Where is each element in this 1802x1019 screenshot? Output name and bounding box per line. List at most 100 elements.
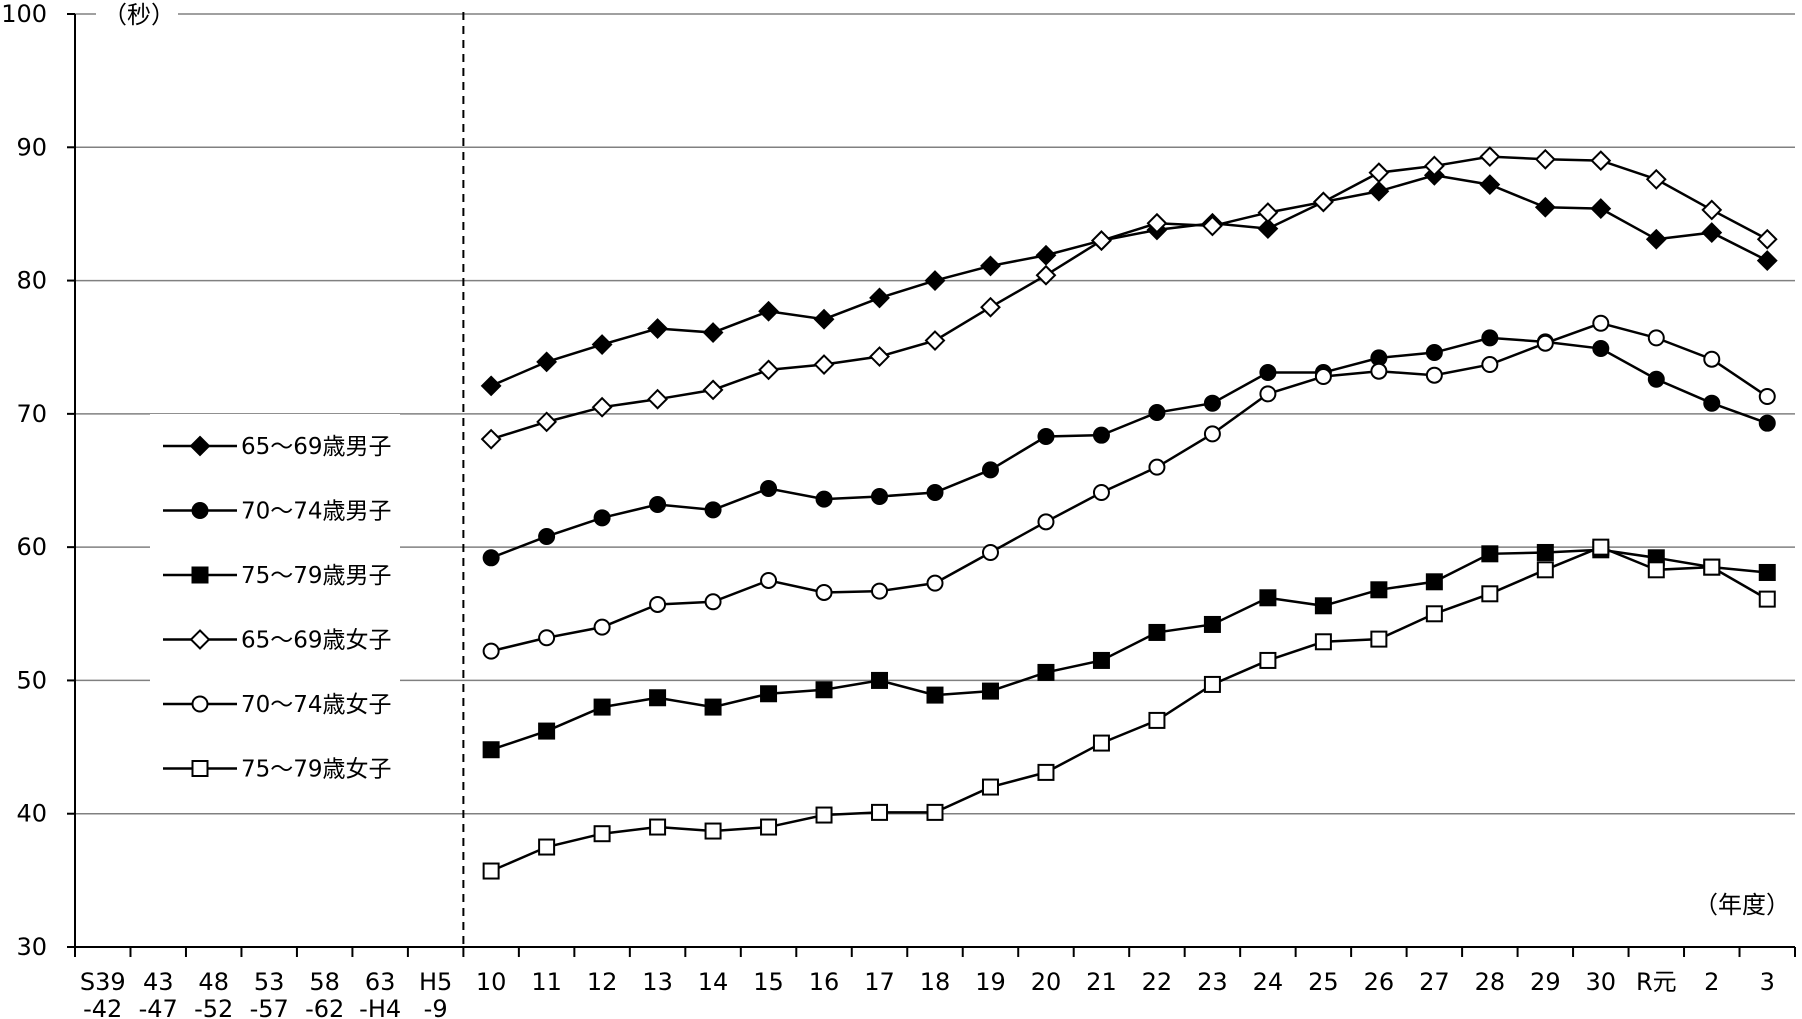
data-point (1536, 334, 1554, 352)
legend-item: 65～69歳男子 (163, 434, 392, 460)
data-point (1756, 250, 1778, 271)
data-point (1092, 734, 1110, 752)
series-5 (482, 314, 1776, 660)
y-tick-label: 60 (16, 533, 47, 561)
data-point (649, 495, 667, 513)
data-point (704, 501, 722, 519)
series-line (490, 321, 1768, 653)
data-point (649, 595, 667, 613)
legend-label: 70～74歳女子 (241, 692, 392, 718)
data-point (1701, 199, 1723, 221)
data-point (1203, 615, 1221, 633)
data-point (536, 411, 558, 433)
x-tick-label: 25 (1308, 968, 1339, 996)
x-tick-label: 63 (365, 968, 396, 996)
x-tick-label: S39 (80, 968, 126, 996)
data-point (871, 582, 889, 600)
x-axis-unit-label: （年度） (1694, 891, 1790, 919)
data-point (1481, 585, 1499, 603)
data-point (482, 642, 500, 660)
data-point (869, 346, 890, 367)
legend-item: 65～69歳女子 (163, 628, 392, 654)
legend-label: 70～74歳男子 (241, 499, 392, 525)
data-point (1203, 394, 1221, 412)
data-point (1481, 329, 1499, 347)
x-tick-label: R元 (1636, 968, 1677, 996)
data-point (815, 806, 833, 824)
data-point (1037, 763, 1055, 781)
data-point (1092, 483, 1110, 501)
data-point (1257, 202, 1279, 224)
data-point (1370, 581, 1388, 599)
x-tick-label: 58 (309, 968, 340, 996)
data-point (1703, 350, 1721, 368)
data-point (1314, 633, 1332, 651)
data-point (704, 593, 722, 611)
data-point (981, 461, 999, 479)
data-point (1035, 244, 1057, 266)
x-tick-label: 28 (1475, 968, 1506, 996)
x-tick-label: H5 (419, 968, 452, 996)
data-point (1703, 394, 1721, 412)
data-point (649, 818, 667, 836)
data-point (1481, 356, 1499, 374)
x-tick-label: -H4 (359, 995, 401, 1019)
data-point (869, 287, 890, 309)
x-tick-label: 27 (1419, 968, 1450, 996)
data-point (1425, 605, 1443, 623)
data-point (1590, 150, 1612, 172)
data-point (1425, 366, 1443, 384)
x-tick-label: 12 (587, 968, 618, 996)
data-point (1092, 426, 1110, 444)
data-point (926, 803, 944, 821)
data-point (1534, 148, 1556, 170)
data-point (1592, 340, 1610, 358)
data-point (1148, 711, 1166, 729)
x-tick-label: 2 (1704, 968, 1719, 996)
data-point (760, 818, 778, 836)
data-point (1203, 425, 1221, 443)
data-point (1590, 198, 1612, 220)
data-point (1037, 428, 1055, 446)
data-point (1758, 388, 1776, 406)
data-point (1148, 458, 1166, 476)
x-tick-label: 10 (476, 968, 507, 996)
data-point (538, 527, 556, 545)
data-point (1758, 590, 1776, 608)
data-point (871, 671, 889, 689)
legend-label: 65～69歳女子 (241, 628, 392, 654)
legend-item: 75～79歳女子 (163, 757, 392, 783)
series-line (490, 336, 1768, 559)
data-point (924, 330, 946, 351)
data-point (647, 388, 668, 410)
data-point (1370, 362, 1388, 380)
data-point (1479, 146, 1501, 168)
data-point (191, 695, 209, 713)
data-point (760, 685, 778, 703)
data-point (1647, 370, 1665, 388)
data-point (815, 583, 833, 601)
data-point (1425, 573, 1443, 591)
data-point (980, 255, 1001, 277)
data-point (980, 296, 1001, 318)
data-point (538, 722, 556, 740)
data-point (1202, 215, 1223, 237)
data-point (593, 618, 611, 636)
data-point (591, 334, 613, 355)
data-point (704, 698, 722, 716)
data-point (1259, 385, 1277, 403)
data-point (191, 502, 209, 519)
x-tick-label: 24 (1253, 968, 1284, 996)
x-tick-label: 17 (864, 968, 895, 996)
x-tick-label: 21 (1086, 968, 1117, 996)
data-point (1312, 191, 1334, 213)
data-point (593, 825, 611, 843)
series-group (480, 146, 1778, 880)
x-tick-label: 19 (975, 968, 1006, 996)
data-point (981, 682, 999, 700)
data-point (1368, 180, 1390, 202)
data-point (1645, 228, 1667, 250)
data-point (1370, 630, 1388, 648)
